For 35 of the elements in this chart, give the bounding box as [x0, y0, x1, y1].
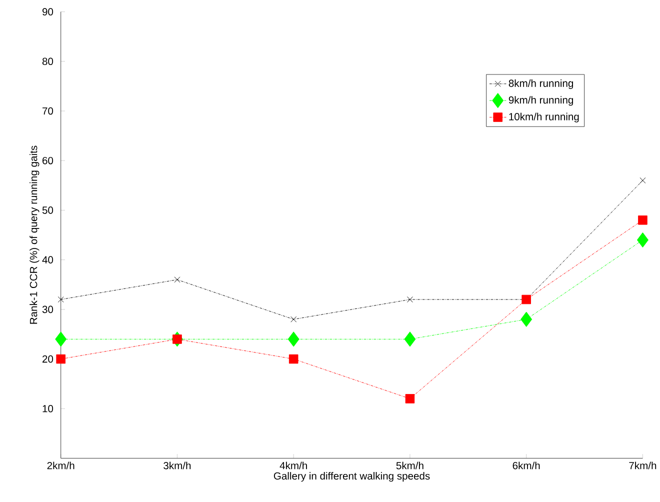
point — [290, 316, 297, 322]
point — [640, 177, 646, 184]
point — [288, 331, 300, 347]
x-tick-label: 3km/h — [164, 462, 191, 470]
y-tick-label: 20 — [42, 355, 54, 362]
point — [174, 276, 180, 282]
x-axis-title: Gallery in different walking speeds — [274, 472, 430, 482]
point — [288, 354, 298, 364]
point — [56, 354, 66, 364]
x-tick-label: 5km/h — [396, 462, 424, 470]
y-tick-label: 60 — [42, 156, 54, 164]
y-tick-label: 40 — [42, 256, 54, 264]
x-tick-label: 2km/h — [47, 462, 74, 470]
y-tick-label: 50 — [42, 206, 54, 214]
y-tick-label: 70 — [42, 107, 54, 114]
y-tick-label: 30 — [42, 306, 54, 313]
y-axis-title: Rank-1 CCR (%) of query running gaits — [30, 146, 40, 324]
point — [58, 296, 64, 302]
point — [636, 232, 648, 248]
point — [404, 331, 416, 347]
point — [405, 394, 415, 404]
x-tick-label: 6km/h — [512, 462, 540, 470]
x-tick-label: 7km/h — [629, 462, 656, 470]
legend-label: 9km/h running — [508, 96, 574, 106]
y-tick-label: 80 — [42, 58, 54, 65]
y-tick-label: 90 — [42, 8, 54, 16]
legend-label: 8km/h running — [508, 79, 574, 89]
x-tick-label: 4km/h — [280, 462, 307, 470]
point — [520, 312, 532, 327]
point — [406, 296, 413, 302]
point — [638, 215, 648, 225]
y-tick-label: 10 — [42, 404, 54, 412]
legend-label: 10km/h running — [509, 112, 579, 122]
point — [55, 331, 67, 347]
point — [172, 334, 182, 344]
